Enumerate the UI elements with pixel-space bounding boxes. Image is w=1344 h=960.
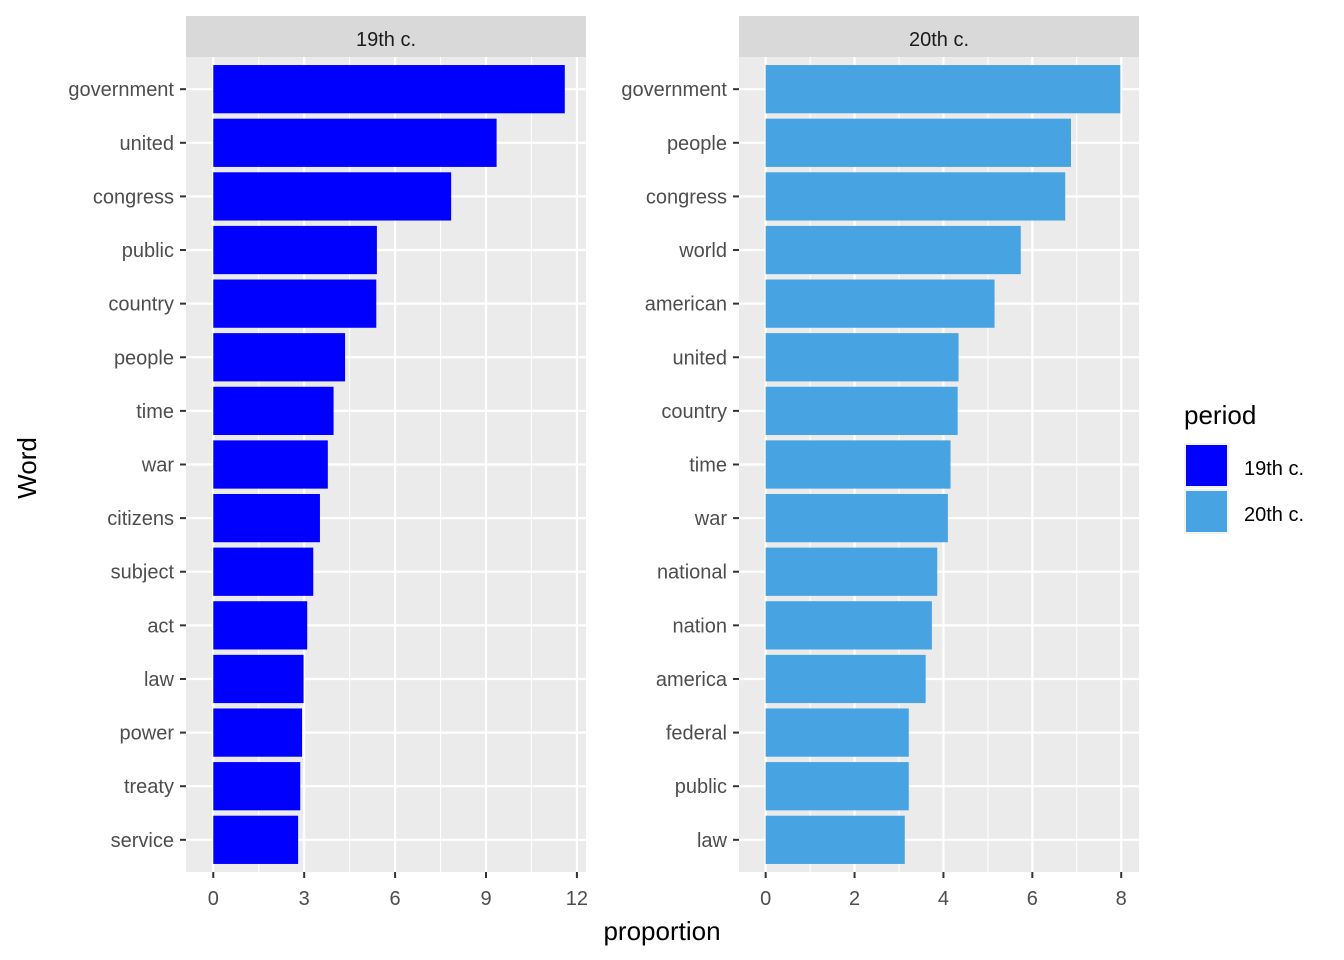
y-tick-label: government [68,79,174,101]
x-tick-label: 8 [1116,888,1127,910]
bar-subject [213,547,314,596]
facet-strip [739,16,1139,57]
bar-people [765,118,1071,167]
y-tick-label: law [144,669,175,691]
x-tick-label: 12 [566,888,588,910]
bar-america [765,654,926,704]
bar-power [213,708,303,757]
y-tick-label: world [678,240,727,262]
y-tick-label: people [667,133,727,155]
x-tick-label: 4 [938,888,949,910]
bar-federal [765,708,909,757]
bar-law [765,815,905,864]
y-tick-label: congress [93,186,174,208]
y-tick-label: war [141,455,175,477]
y-tick-label: federal [666,723,727,745]
legend-label-20th: 20th c. [1244,504,1304,526]
y-tick-label: time [136,401,174,423]
bar-act [213,601,308,650]
y-tick-label: power [120,723,175,745]
x-axis-title: proportion [603,916,720,946]
y-tick-label: america [656,669,728,691]
y-tick-label: national [657,562,727,584]
y-tick-label: act [147,615,174,637]
bar-law [213,654,304,704]
bar-nation [765,601,932,650]
y-tick-label: country [108,294,174,316]
bar-service [213,815,299,864]
x-tick-label: 6 [390,888,401,910]
y-tick-label: war [694,508,728,530]
y-tick-label: nation [673,615,728,637]
bar-war [765,493,948,543]
y-tick-label: subject [111,562,175,584]
bar-country [213,279,377,328]
y-tick-label: law [697,830,728,852]
bar-american [765,279,995,328]
panel-0: 19th c. government united congress public cou… [68,16,588,910]
y-tick-label: time [689,455,727,477]
bar-government [765,65,1121,114]
y-axis-title: Word [12,437,42,499]
y-tick-label: public [675,776,727,798]
bar-united [765,333,959,382]
panels-layer: 19th c. government united congress public cou… [68,16,1139,910]
bar-war [213,440,328,489]
legend-swatch-20th [1186,491,1227,532]
y-tick-label: united [120,133,175,155]
x-tick-label: 3 [299,888,310,910]
y-tick-label: citizens [107,508,174,530]
x-tick-label: 0 [208,888,219,910]
bar-time [765,440,951,489]
bar-national [765,547,938,596]
bar-people [213,333,346,382]
legend-label-19th: 19th c. [1244,458,1304,480]
facet-strip-label: 20th c. [909,29,969,51]
x-tick-label: 6 [1027,888,1038,910]
bar-world [765,225,1021,275]
bar-treaty [213,762,301,811]
bar-government [213,65,565,114]
y-tick-label: american [645,294,727,316]
y-tick-label: united [673,347,728,369]
panel-1: 20th c. government people congress world amer… [621,16,1139,910]
x-tick-label: 2 [849,888,860,910]
y-tick-label: country [661,401,727,423]
bar-citizens [213,493,320,543]
y-tick-label: service [111,830,174,852]
bar-time [213,386,334,436]
legend-title: period [1184,400,1256,430]
y-tick-label: government [621,79,727,101]
y-tick-label: treaty [124,776,174,798]
x-tick-label: 0 [760,888,771,910]
facet-strip-label: 19th c. [356,29,416,51]
bar-country [765,386,958,436]
bar-united [213,118,497,167]
bar-congress [213,172,452,221]
x-tick-label: 9 [480,888,491,910]
bar-congress [765,172,1066,221]
legend: period 19th c. 20th c. [1184,400,1304,534]
legend-swatch-19th [1186,445,1227,486]
bar-public [213,225,377,275]
y-tick-label: public [122,240,174,262]
bar-public [765,762,909,811]
y-tick-label: congress [646,186,727,208]
y-tick-label: people [114,347,174,369]
facet-strip [186,16,586,57]
